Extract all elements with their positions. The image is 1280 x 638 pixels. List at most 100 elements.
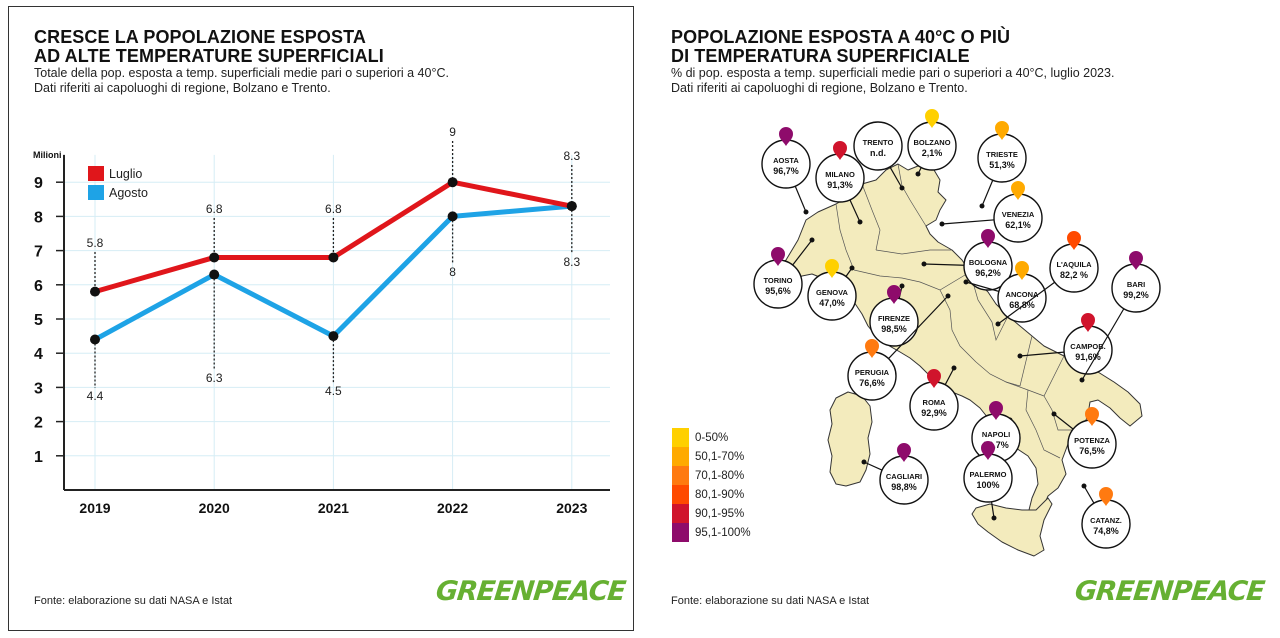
- x-tick-label: 2022: [437, 500, 468, 516]
- data-label-agosto: 4.4: [87, 389, 104, 403]
- y-tick-label: 6: [34, 278, 43, 295]
- city-name: CAMPOB.: [1070, 342, 1105, 351]
- line-chart: Milioni 1 2 3 4 5 6 7 8 9 2019 2020 2021 2022 2023 5.8 4…: [33, 125, 610, 516]
- data-label-agosto: 8: [449, 265, 456, 279]
- sicily: [971, 497, 1053, 557]
- data-point-luglio: [447, 177, 458, 188]
- map-subtitle-line-1: % di pop. esposta a temp. superficiali m…: [671, 66, 1115, 80]
- data-point-agosto: [90, 334, 100, 345]
- data-label-agosto: 8.3: [563, 255, 580, 269]
- city-value: 92,9%: [921, 408, 947, 418]
- data-label-luglio: 9: [449, 125, 456, 139]
- data-label-luglio: 8.3: [563, 149, 580, 163]
- city-marker: CAMPOB.91,6%: [1017, 312, 1113, 375]
- city-dot: [915, 171, 921, 177]
- map-pin-icon: [779, 127, 793, 146]
- map-subtitle-line-2: Dati riferiti ai capoluoghi di regione, …: [671, 81, 968, 95]
- map-pin-icon: [1081, 312, 1095, 332]
- map-pin-icon: [989, 401, 1003, 420]
- city-dot: [857, 219, 863, 225]
- city-name: PERUGIA: [855, 368, 890, 377]
- chart-title: CRESCE LA POPOLAZIONE ESPOSTA AD ALTE TE…: [34, 28, 384, 66]
- map-pin-icon: [887, 285, 901, 304]
- city-name: CATANZ.: [1090, 516, 1122, 525]
- city-value: 2,1%: [922, 148, 943, 158]
- x-tick-label: 2020: [199, 500, 230, 516]
- map-pin-icon: [865, 339, 879, 358]
- city-dot: [899, 283, 905, 289]
- city-dot: [939, 221, 945, 227]
- map-pin-icon: [1099, 487, 1113, 506]
- city-name: FIRENZE: [878, 314, 910, 323]
- legend-label-agosto: Agosto: [109, 186, 148, 200]
- y-tick-label: 7: [34, 244, 43, 261]
- city-name: BOLOGNA: [969, 258, 1008, 267]
- map-pin-icon: [981, 441, 995, 460]
- city-dot: [921, 261, 927, 267]
- city-name: ROMA: [923, 398, 946, 407]
- city-value: 91,6%: [1075, 352, 1101, 362]
- chart-title-line-2: AD ALTE TEMPERATURE SUPERFICIALI: [34, 46, 384, 66]
- chart-title-line-1: CRESCE LA POPOLAZIONE ESPOSTA: [34, 27, 366, 47]
- city-dot: [963, 279, 969, 285]
- y-tick-label: 3: [34, 380, 43, 397]
- legend-swatch: [672, 485, 689, 504]
- city-name: GENOVA: [816, 288, 849, 297]
- city-value: 98,5%: [881, 324, 907, 334]
- city-dot: [945, 293, 951, 299]
- city-value: 91,3%: [827, 180, 853, 190]
- y-tick-label: 2: [34, 415, 43, 432]
- data-label-agosto: 4.5: [325, 384, 342, 398]
- city-name: NAPOLI: [982, 430, 1010, 439]
- city-name: L'AQUILA: [1056, 260, 1092, 269]
- city-value: 76,6%: [859, 378, 885, 388]
- city-dot: [899, 185, 905, 191]
- city-name: TRIESTE: [986, 150, 1018, 159]
- legend-item: 70,1-80%: [672, 466, 751, 485]
- legend-swatch: [672, 466, 689, 485]
- legend-swatch: [672, 447, 689, 466]
- legend-item: 90,1-95%: [672, 504, 751, 523]
- data-point-agosto: [328, 331, 339, 342]
- data-point-luglio: [209, 252, 220, 263]
- map-pin-icon: [1129, 251, 1143, 270]
- source-note-left: Fonte: elaborazione su dati NASA e Istat: [34, 595, 233, 607]
- city-dot: [1081, 483, 1087, 489]
- legend-swatch: [672, 428, 689, 447]
- map-title-line-1: POPOLAZIONE ESPOSTA A 40°C O PIÙ: [671, 27, 1011, 47]
- city-value: 47,0%: [819, 298, 845, 308]
- legend-swatch: [672, 504, 689, 523]
- data-point-agosto: [566, 201, 577, 212]
- legend-label: 95,1-100%: [695, 526, 751, 539]
- map-pin-icon: [825, 259, 839, 278]
- map-pin-icon: [995, 121, 1009, 140]
- legend-swatch-agosto: [88, 185, 104, 200]
- city-value: 95,6%: [765, 286, 791, 296]
- legend-label: 80,1-90%: [695, 488, 745, 501]
- map-pin-icon: [925, 109, 939, 128]
- y-tick-label: 5: [34, 312, 43, 329]
- city-name: CAGLIARI: [886, 472, 922, 481]
- city-value: 51,3%: [989, 160, 1015, 170]
- x-tick-label: 2021: [318, 500, 349, 516]
- city-dot: [1017, 353, 1023, 359]
- city-value: 100%: [976, 480, 999, 490]
- data-point-luglio: [328, 252, 339, 263]
- y-tick-label: 1: [34, 449, 43, 466]
- city-dot: [951, 365, 957, 371]
- legend-item: 95,1-100%: [672, 523, 751, 542]
- data-label-luglio: 6.8: [206, 202, 223, 216]
- legend-label: 70,1-80%: [695, 469, 745, 482]
